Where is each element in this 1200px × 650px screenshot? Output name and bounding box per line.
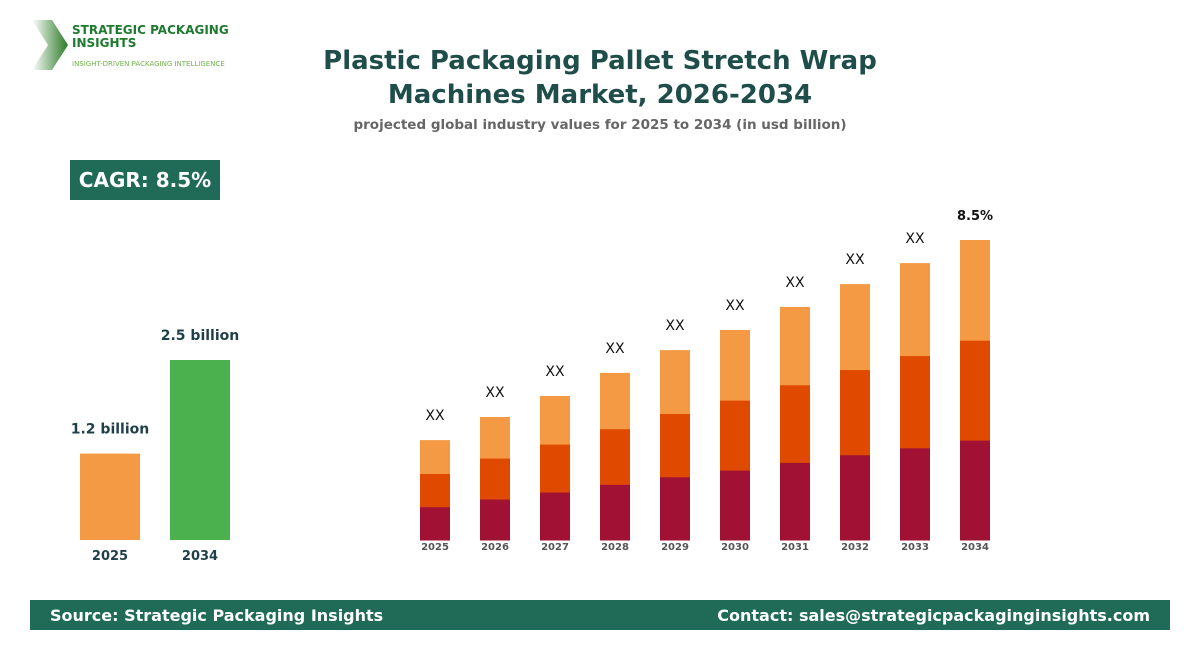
bar-2025 — [80, 453, 140, 540]
data-label-2027: XX — [545, 364, 565, 380]
bar-2032-segment-3 — [840, 284, 870, 371]
bar-2030-segment-3 — [720, 330, 750, 401]
tick-label-2033: 2033 — [901, 542, 929, 553]
bar-2026-segment-3 — [480, 417, 510, 459]
bar-2029-segment-3 — [660, 350, 690, 415]
data-label-2028: XX — [605, 341, 625, 357]
bar-2029-segment-2 — [660, 413, 690, 478]
bar-2028-segment-2 — [600, 428, 630, 485]
data-label-2030: XX — [725, 298, 745, 314]
bar-2031-segment-1 — [780, 462, 810, 541]
bar-2034 — [170, 360, 230, 540]
tick-label-2028: 2028 — [601, 542, 629, 553]
bar-2026-segment-1 — [480, 499, 510, 541]
data-label-2025: 1.2 billion — [71, 422, 149, 438]
footer: Source: Strategic Packaging Insights Con… — [30, 600, 1170, 630]
bar-2027-segment-1 — [540, 492, 570, 541]
bar-2028-segment-3 — [600, 372, 630, 430]
data-label-2025: XX — [425, 408, 445, 424]
data-label-2032: XX — [845, 252, 865, 268]
bar-2029-segment-1 — [660, 476, 690, 541]
chart-subtitle: projected global industry values for 202… — [353, 117, 847, 133]
logo-tagline: INSIGHT-DRIVEN PACKAGING INTELLIGENCE — [72, 60, 225, 68]
bar-2032-segment-1 — [840, 454, 870, 541]
data-label-2033: XX — [905, 231, 925, 247]
bar-2034-segment-3 — [960, 240, 990, 341]
tick-label-2026: 2026 — [481, 542, 509, 553]
bar-2028-segment-1 — [600, 484, 630, 541]
bar-2033-segment-2 — [900, 355, 930, 449]
data-label-2031: XX — [785, 275, 805, 291]
tick-label-2025: 2025 — [92, 549, 128, 564]
tick-label-2029: 2029 — [661, 542, 689, 553]
bar-2030-segment-2 — [720, 400, 750, 471]
bar-2034-segment-1 — [960, 440, 990, 541]
data-label-2029: XX — [665, 318, 685, 334]
data-label-2026: XX — [485, 385, 505, 401]
tick-label-2031: 2031 — [781, 542, 809, 553]
logo-name: STRATEGIC PACKAGING INSIGHTS — [72, 23, 229, 50]
bar-2027-segment-3 — [540, 396, 570, 445]
data-label-2034: 8.5% — [957, 209, 993, 224]
bar-2033-segment-1 — [900, 447, 930, 541]
tick-label-2025: 2025 — [421, 542, 449, 553]
tick-label-2034: 2034 — [961, 542, 989, 553]
bar-2032-segment-2 — [840, 369, 870, 456]
contact-link[interactable]: Contact: sales@strategicpackaginginsight… — [717, 605, 1150, 625]
bar-2025-segment-1 — [420, 506, 450, 541]
bar-2034-segment-2 — [960, 340, 990, 441]
chart-title: Plastic Packaging Pallet Stretch Wrap Ma… — [323, 46, 877, 110]
tick-label-2032: 2032 — [841, 542, 869, 553]
bar-2026-segment-2 — [480, 458, 510, 500]
cagr-badge: CAGR: 8.5% — [70, 160, 220, 200]
tick-label-2027: 2027 — [541, 542, 569, 553]
data-label-2034: 2.5 billion — [161, 328, 239, 344]
tick-label-2030: 2030 — [721, 542, 749, 553]
bar-2030-segment-1 — [720, 470, 750, 541]
bar-2031-segment-2 — [780, 384, 810, 463]
logo-chevron-icon — [32, 20, 68, 70]
bar-2031-segment-3 — [780, 306, 810, 386]
bar-2025-segment-3 — [420, 440, 450, 474]
bar-2027-segment-2 — [540, 444, 570, 493]
bar-2033-segment-3 — [900, 263, 930, 357]
tick-label-2034: 2034 — [182, 549, 218, 564]
charts: 1.2 billion 2025 2.5 billion 2034 XX 2025 XX 20… — [71, 209, 993, 564]
source-text: Source: Strategic Packaging Insights — [50, 605, 384, 625]
bar-2025-segment-2 — [420, 473, 450, 508]
